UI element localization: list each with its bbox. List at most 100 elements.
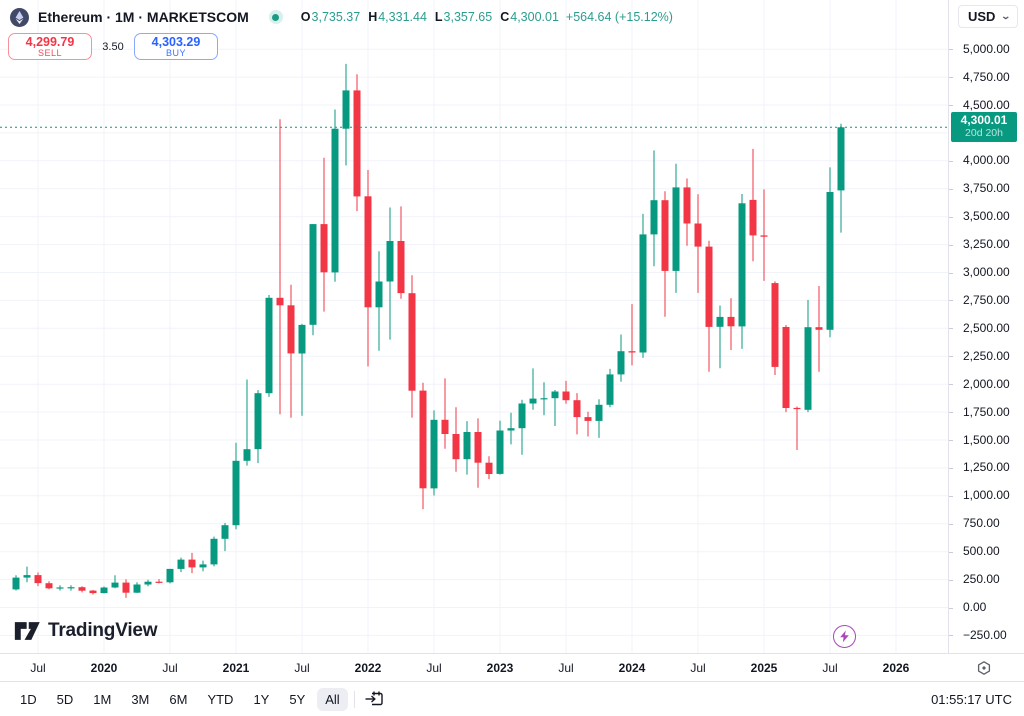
candle: [23, 566, 31, 583]
chart-header: Ethereum · 1M · MARKETSCOM O 3,735.37 H 4,3…: [10, 5, 673, 29]
price-tick-label: 2,250.00: [963, 348, 1010, 363]
price-tick-label: 250.00: [963, 572, 1000, 587]
candle: [760, 189, 768, 281]
price-tick-mark: [949, 551, 953, 553]
candle-body: [111, 582, 119, 588]
range-button-5d[interactable]: 5D: [56, 691, 74, 707]
tradingview-logo[interactable]: TradingView: [14, 619, 158, 643]
range-button-ytd[interactable]: YTD: [207, 691, 234, 707]
candle-body: [78, 587, 86, 591]
price-tick-label: 4,750.00: [963, 69, 1010, 84]
price-tick-label: 3,000.00: [963, 265, 1010, 279]
range-button-3m[interactable]: 3M: [131, 691, 150, 707]
candle-body: [617, 351, 625, 375]
ohlc-pair: C 4,300.01: [500, 10, 559, 24]
candle: [749, 148, 757, 262]
candle-body: [265, 297, 273, 394]
candle: [276, 119, 284, 415]
candle: [837, 123, 845, 233]
price-tick-label: 1,500.00: [963, 432, 1010, 447]
candle: [650, 150, 658, 267]
time-tick-label: Jul: [426, 661, 442, 675]
goto-date-icon[interactable]: [364, 688, 386, 710]
trade-panel: 4,299.79 SELL 3.50 4,303.29 BUY: [8, 33, 218, 60]
candle: [353, 74, 361, 212]
candle: [309, 224, 317, 336]
range-button-all[interactable]: All: [317, 687, 348, 711]
range-button-1m[interactable]: 1M: [93, 691, 112, 707]
chart-canvas[interactable]: [0, 0, 948, 653]
candle-body: [89, 590, 97, 594]
range-button-1y[interactable]: 1Y: [253, 691, 270, 707]
time-tick-label: 2025: [750, 661, 778, 675]
candle: [12, 575, 20, 591]
candle-body: [463, 432, 471, 460]
price-tick-label: −250.00: [963, 627, 1007, 642]
sell-button[interactable]: 4,299.79 SELL: [8, 33, 92, 60]
range-button-6m[interactable]: 6M: [169, 691, 188, 707]
candle-body: [419, 390, 427, 489]
candle-body: [573, 400, 581, 418]
candle-body: [353, 90, 361, 197]
candle-body: [815, 327, 823, 330]
chevron-down-icon: ⌄: [1000, 11, 1012, 21]
price-tick-mark: [949, 440, 953, 441]
price-tick-label: 1,250.00: [963, 460, 1010, 475]
ohlc-value: 4,331.44: [378, 10, 427, 24]
time-tick-label: Jul: [822, 661, 838, 675]
ohlc-letter: L: [434, 10, 443, 24]
time-axis[interactable]: Jul 2020 Jul 2021 Jul 2022 Jul 2023 Jul 2024 Jul 20…: [0, 653, 1024, 681]
candle-body: [375, 281, 383, 308]
candle: [155, 579, 163, 584]
candle-body: [45, 583, 53, 589]
candle: [34, 572, 42, 587]
candle-body: [221, 525, 229, 539]
price-tick-label: 2,000.00: [963, 376, 1010, 391]
candle-body: [331, 128, 339, 273]
ohlc-value: 3,735.37: [311, 10, 361, 24]
candle-body: [287, 305, 295, 354]
currency-dropdown[interactable]: USD ⌄: [958, 5, 1018, 28]
buy-button[interactable]: 4,303.29 BUY: [134, 33, 218, 60]
utc-clock[interactable]: 01:55:17 UTC: [931, 691, 1012, 707]
candle-body: [771, 283, 779, 367]
time-tick-label: 2026: [882, 661, 910, 675]
price-tick-mark: [949, 77, 953, 79]
price-tick-mark: [949, 49, 953, 51]
range-button-5y[interactable]: 5Y: [289, 691, 306, 707]
candle: [562, 380, 570, 404]
time-tick-label: 2024: [618, 661, 646, 675]
range-button-1d[interactable]: 1D: [20, 691, 37, 707]
symbol-title[interactable]: Ethereum · 1M · MARKETSCOM: [38, 9, 249, 25]
time-tick-label: 2023: [486, 661, 514, 675]
candle-body: [804, 327, 812, 410]
candle-body: [12, 577, 20, 590]
market-status-icon[interactable]: [268, 10, 283, 24]
candle-body: [595, 404, 603, 421]
candle-body: [386, 241, 394, 282]
candle: [518, 399, 526, 455]
candle: [122, 579, 130, 598]
candle-body: [529, 398, 537, 404]
range-toolbar: 1D 5D 1M 3M 6M YTD 1Y 5Y All 01:55:17 UTC: [0, 681, 1024, 716]
price-tick-label: 4,000.00: [963, 153, 1010, 168]
candle: [661, 191, 669, 317]
candle-body: [650, 200, 658, 235]
price-axis[interactable]: 4,300.01 20d 20h 5,000.00 4,750.00 4,500.0…: [948, 0, 1024, 653]
candle: [144, 579, 152, 587]
lightning-icon[interactable]: [833, 625, 856, 648]
time-tick-label: Jul: [294, 661, 310, 675]
candle: [320, 157, 328, 312]
candle: [496, 420, 504, 475]
time-tick-label: 2021: [222, 661, 250, 675]
gear-icon[interactable]: [976, 660, 992, 676]
price-tick-mark: [949, 160, 953, 162]
candle-body: [133, 584, 141, 593]
candle: [617, 334, 625, 382]
candle: [540, 382, 548, 416]
candle-body: [474, 432, 482, 463]
ethereum-icon: [10, 7, 29, 27]
candle: [397, 206, 405, 299]
candle-body: [254, 393, 262, 450]
candle-body: [452, 434, 460, 460]
